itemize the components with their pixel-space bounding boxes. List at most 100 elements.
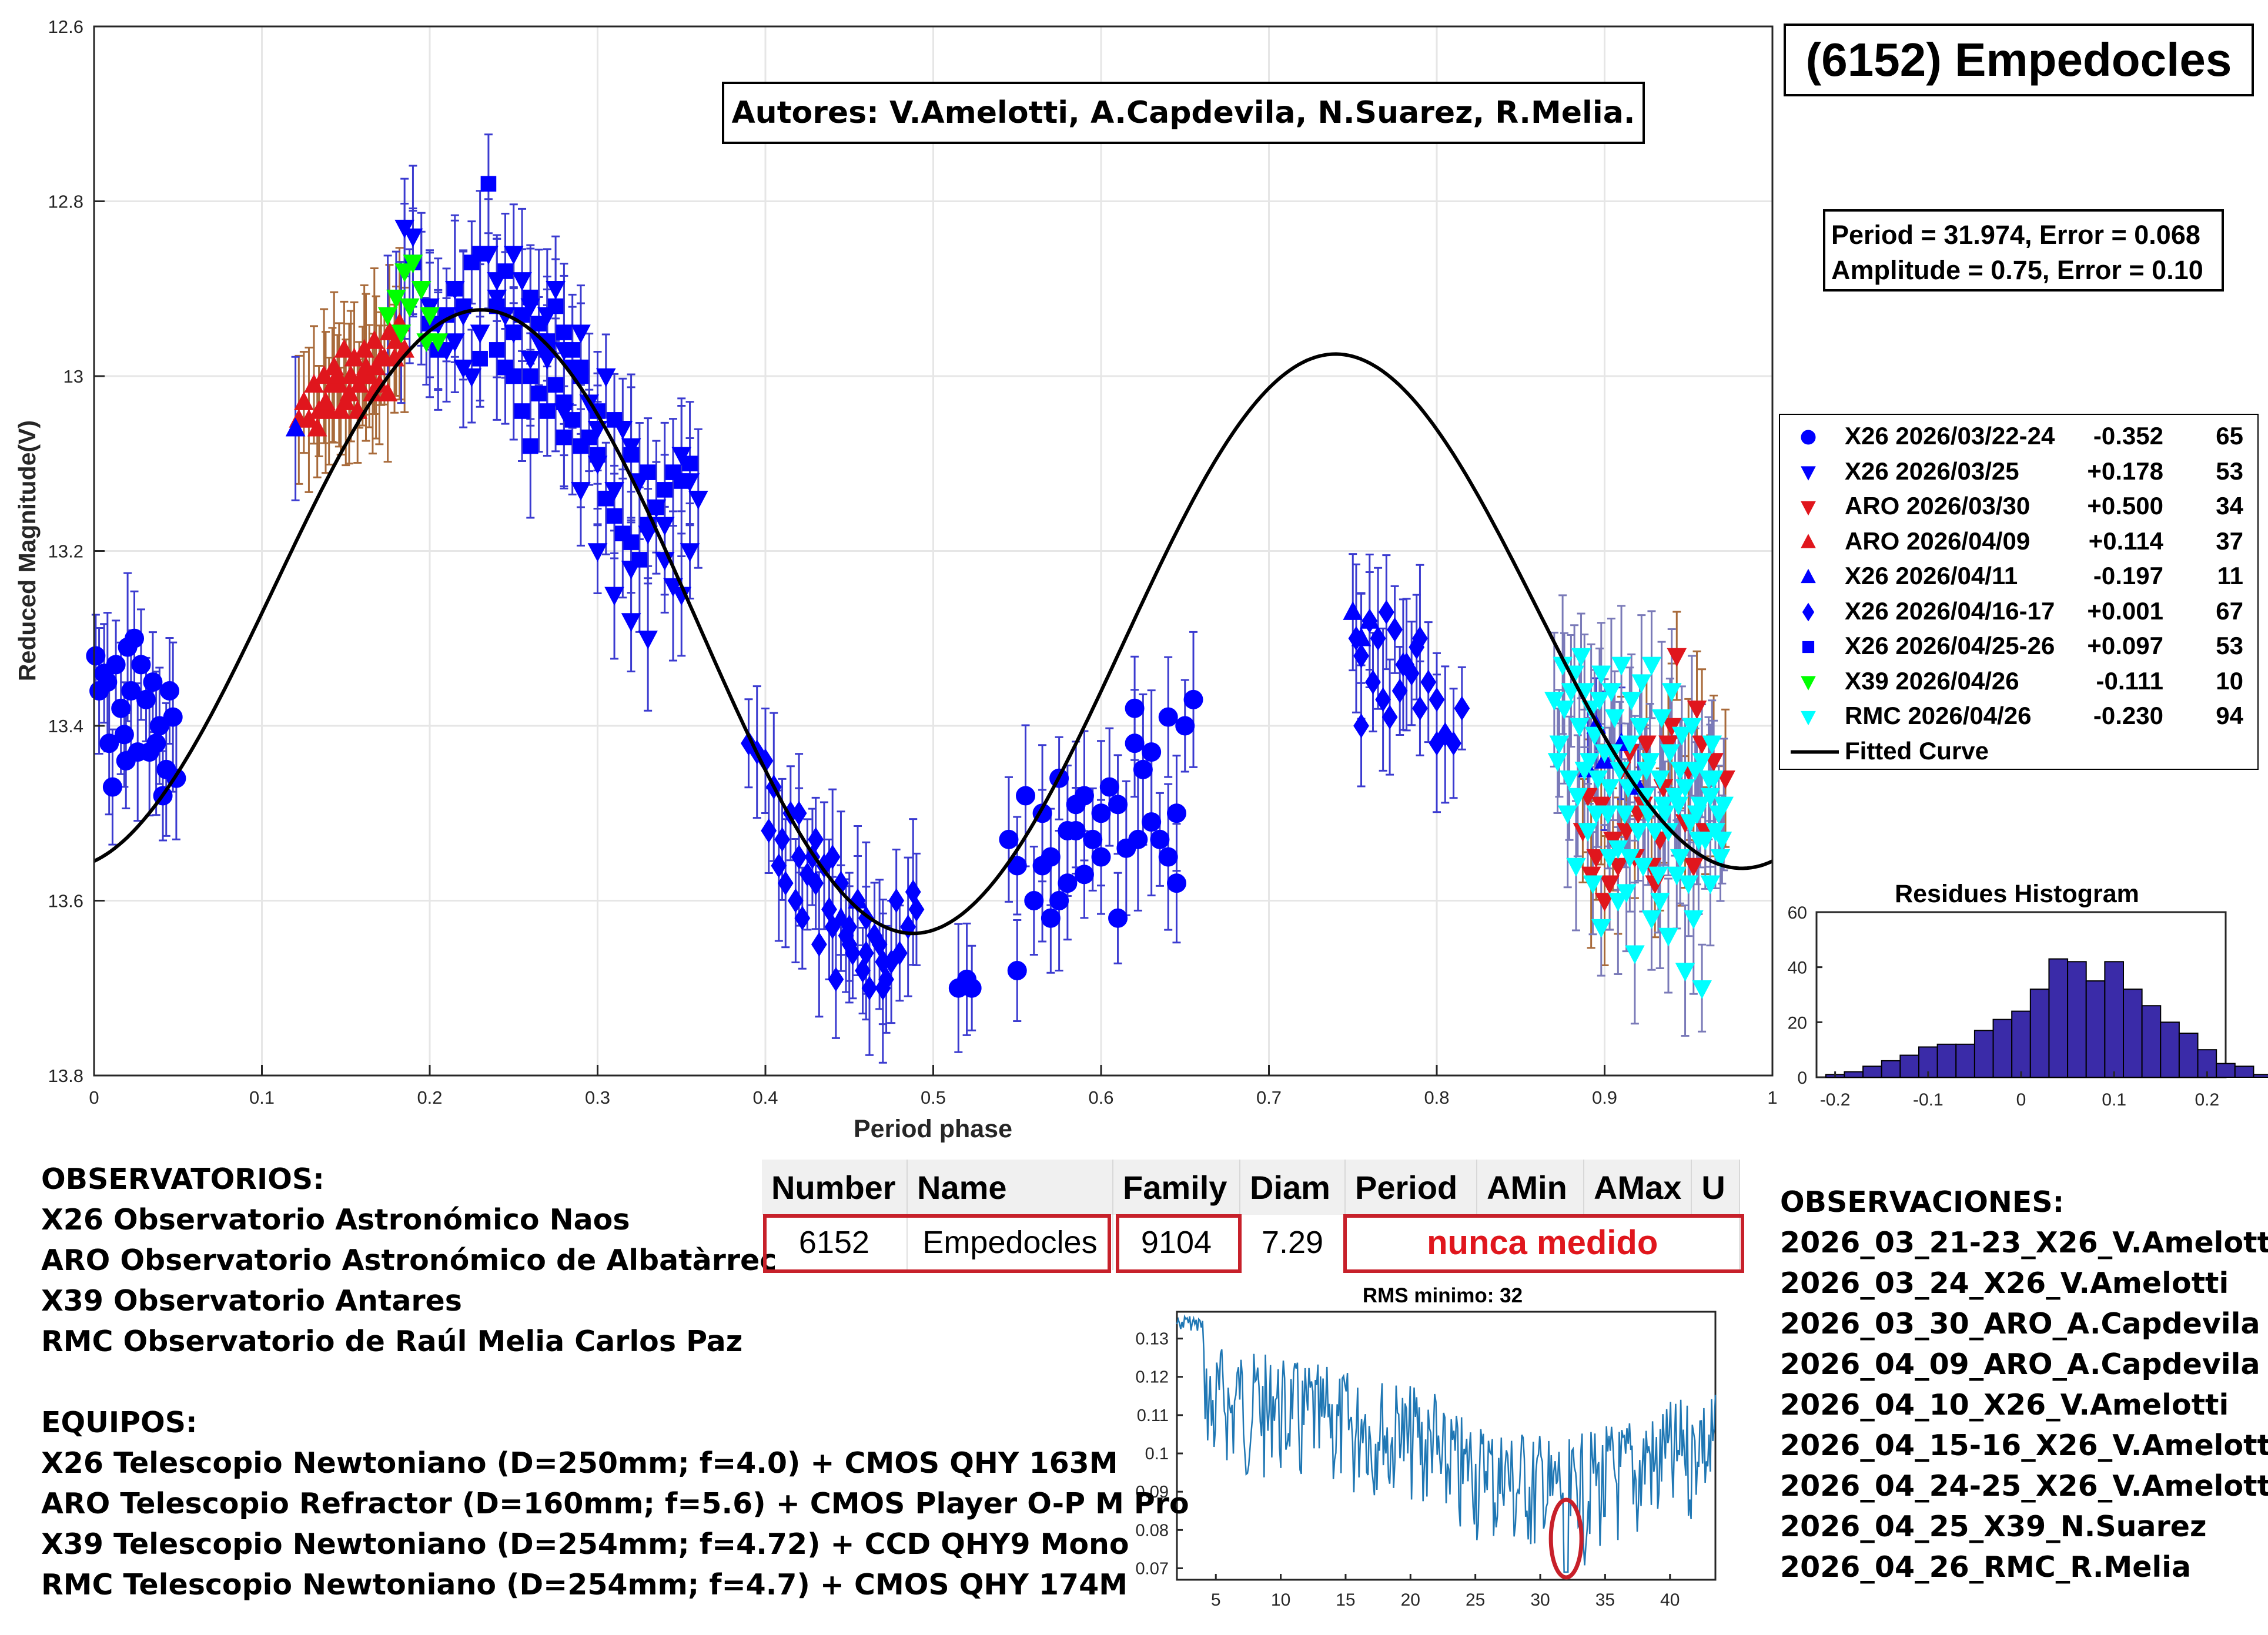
title-box: (6152) Empedocles bbox=[1784, 24, 2254, 96]
data-point bbox=[606, 508, 623, 524]
data-point bbox=[1041, 908, 1061, 928]
data-point bbox=[1446, 731, 1461, 756]
legend-entry: X26 2026/04/11 -0.197 11 bbox=[1845, 562, 2250, 592]
data-point bbox=[1343, 601, 1363, 620]
data-point bbox=[1108, 795, 1128, 815]
legend-series-offset: +0.114 bbox=[2088, 527, 2163, 555]
data-point bbox=[403, 228, 423, 247]
observation-item: 2026_03_21-23_X26_V.Amelotti bbox=[1780, 1226, 2268, 1259]
data-point bbox=[1566, 857, 1586, 877]
data-point bbox=[1667, 866, 1687, 886]
data-point bbox=[1604, 709, 1625, 728]
col-amin: AMin bbox=[1477, 1160, 1584, 1215]
x-tick-label: 0.6 bbox=[1088, 1087, 1113, 1108]
x-tick-label: 0.4 bbox=[752, 1087, 778, 1108]
data-point bbox=[121, 681, 141, 701]
legend-fitted-curve: Fitted Curve bbox=[1845, 736, 1989, 765]
observation-item: 2026_03_30_ARO_A.Capdevila bbox=[1780, 1307, 2260, 1341]
histogram-bar bbox=[1881, 1060, 1901, 1078]
y-tick-label: 13.6 bbox=[48, 891, 83, 912]
data-point bbox=[1365, 669, 1381, 695]
data-point bbox=[420, 307, 440, 326]
data-point bbox=[1601, 683, 1621, 702]
data-point bbox=[1653, 796, 1674, 816]
data-point bbox=[1150, 829, 1170, 849]
histogram-y-tick-label: 60 bbox=[1788, 903, 1807, 923]
data-point bbox=[1142, 812, 1162, 832]
series-3 bbox=[289, 313, 415, 437]
data-point bbox=[1420, 669, 1437, 695]
legend-series-name: ARO 2026/03/30 bbox=[1845, 492, 2031, 520]
data-point bbox=[1600, 849, 1620, 868]
col-family: Family bbox=[1113, 1160, 1240, 1215]
data-point bbox=[1682, 718, 1702, 737]
legend-marker bbox=[1802, 602, 1815, 622]
legend-entry: X26 2026/03/25 +0.178 53 bbox=[1845, 457, 2250, 488]
data-point bbox=[845, 940, 861, 966]
rms-x-tick-label: 30 bbox=[1530, 1590, 1550, 1610]
data-point bbox=[539, 403, 556, 419]
legend-marker bbox=[1801, 430, 1816, 445]
histogram-bar bbox=[2029, 989, 2050, 1078]
x-tick-label: 0.5 bbox=[921, 1087, 946, 1108]
data-point bbox=[1683, 910, 1704, 929]
legend-series-count: 94 bbox=[2216, 702, 2243, 729]
legend-series-count: 53 bbox=[2216, 457, 2243, 485]
data-point bbox=[654, 517, 675, 536]
data-point bbox=[497, 263, 513, 279]
data-point bbox=[855, 958, 871, 983]
data-point bbox=[403, 254, 423, 274]
data-point bbox=[1591, 919, 1611, 938]
cell-diam: 7.29 bbox=[1240, 1215, 1346, 1270]
legend-marker bbox=[1801, 711, 1816, 726]
observatory-item: ARO Observatorio Astronómico de Albatàrr… bbox=[41, 1244, 777, 1277]
rms-x-tick-label: 25 bbox=[1466, 1590, 1485, 1610]
data-point bbox=[480, 176, 497, 192]
observatory-item: RMC Observatorio de Raúl Melia Carlos Pa… bbox=[41, 1325, 743, 1358]
y-tick-label: 13.8 bbox=[48, 1066, 83, 1086]
legend-series-count: 67 bbox=[2216, 597, 2243, 625]
data-point bbox=[444, 333, 465, 353]
data-point bbox=[1588, 770, 1608, 789]
legend-series-name: X26 2026/04/11 bbox=[1845, 562, 2018, 589]
data-point bbox=[1633, 857, 1653, 877]
y-tick-label: 13.2 bbox=[48, 541, 83, 562]
data-point bbox=[638, 630, 658, 649]
data-point bbox=[888, 888, 905, 913]
data-point bbox=[791, 845, 807, 870]
data-point bbox=[564, 342, 580, 358]
histogram-bar bbox=[2085, 980, 2106, 1078]
data-point bbox=[136, 689, 156, 709]
data-point bbox=[1675, 963, 1695, 982]
data-point bbox=[948, 978, 968, 998]
data-point bbox=[1032, 856, 1052, 876]
data-point bbox=[1648, 866, 1668, 886]
cell-family: 9104 bbox=[1113, 1215, 1240, 1270]
data-point bbox=[523, 368, 538, 384]
fit-period: Period = 31.974, Error = 0.068 bbox=[1831, 220, 2200, 250]
data-point bbox=[657, 482, 673, 498]
data-point bbox=[125, 628, 145, 648]
data-point bbox=[774, 827, 790, 852]
legend-series-offset: -0.197 bbox=[2093, 562, 2163, 589]
data-point bbox=[1670, 849, 1690, 868]
data-point bbox=[1166, 803, 1186, 823]
data-point bbox=[1016, 786, 1036, 806]
legend-series-offset: +0.097 bbox=[2087, 632, 2163, 659]
rms-y-tick-label: 0.12 bbox=[1136, 1368, 1169, 1387]
rms-y-tick-label: 0.07 bbox=[1136, 1559, 1169, 1578]
legend-series-name: RMC 2026/04/26 bbox=[1845, 702, 2032, 729]
observation-item: 2026_04_24-25_X26_V.Amelotti bbox=[1780, 1469, 2268, 1503]
rms-minimum-highlight bbox=[1548, 1497, 1584, 1580]
data-point bbox=[1429, 687, 1445, 712]
data-point bbox=[571, 324, 591, 344]
legend-series-name: X39 2026/04/26 bbox=[1845, 666, 2019, 695]
rms-axes-box bbox=[1176, 1311, 1717, 1581]
histogram-bar bbox=[1973, 1030, 1994, 1078]
observatory-item: X26 Observatorio Astronómico Naos bbox=[41, 1203, 630, 1237]
observations-heading: OBSERVACIONES: bbox=[1780, 1185, 2065, 1219]
data-point bbox=[506, 324, 522, 340]
data-point bbox=[787, 888, 804, 913]
data-point bbox=[556, 394, 572, 410]
data-point bbox=[547, 377, 564, 393]
